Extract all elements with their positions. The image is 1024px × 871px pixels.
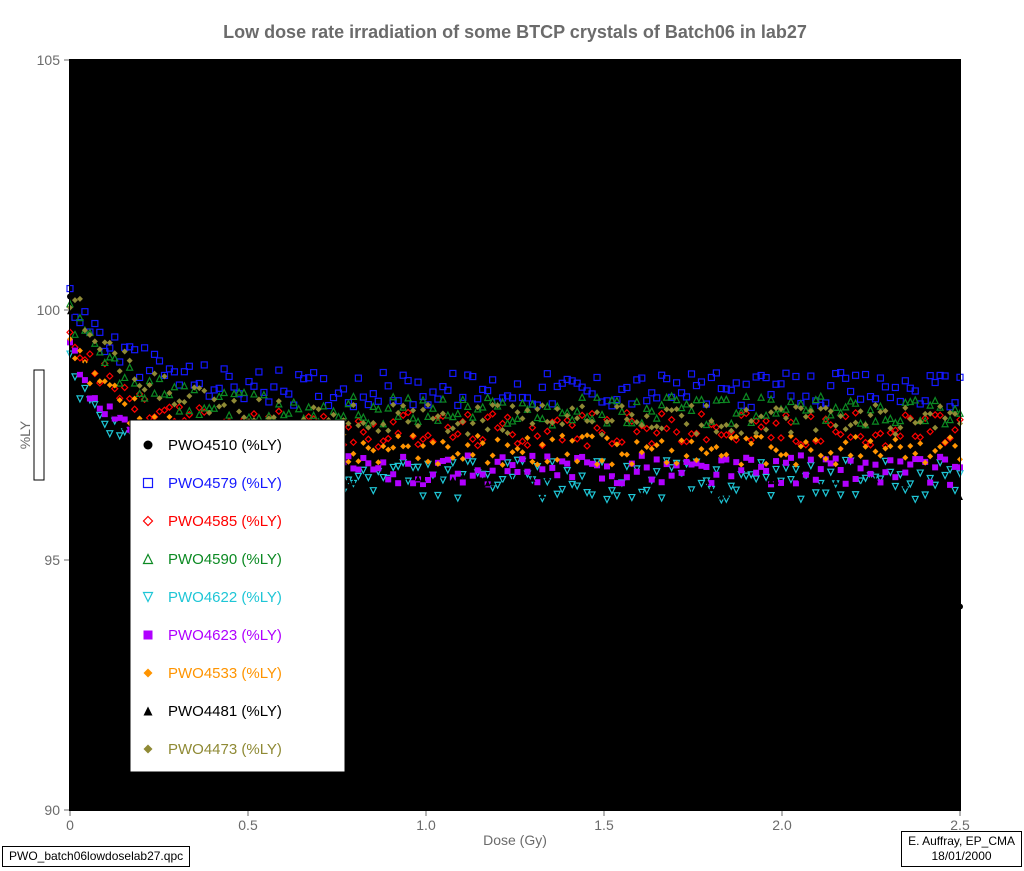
legend-item-label: PWO4473 (%LY) (168, 741, 282, 758)
chart-svg: Low dose rate irradiation of some BTCP c… (0, 0, 1024, 871)
x-tick-label: 1.5 (594, 817, 614, 833)
footer-file-label: PWO_batch06lowdoselab27.qpc (2, 846, 190, 867)
x-tick-label: 0.5 (238, 817, 258, 833)
legend-item-label: PWO4481 (%LY) (168, 703, 282, 720)
chart-title: Low dose rate irradiation of some BTCP c… (223, 22, 807, 42)
legend: PWO4510 (%LY) PWO4579 (%LY) PWO4585 (%LY) P… (130, 420, 345, 772)
x-axis-label: Dose (Gy) (483, 832, 547, 848)
y-axis-artifact (34, 370, 44, 480)
legend-item-label: PWO4623 (%LY) (168, 627, 282, 644)
x-tick-label: 2.0 (772, 817, 792, 833)
y-tick-label: 95 (44, 552, 60, 568)
legend-item-label: PWO4579 (%LY) (168, 475, 282, 492)
y-tick-label: 105 (37, 52, 61, 68)
footer-credit-name: E. Auffray, EP_CMA (908, 834, 1015, 849)
legend-item-label: PWO4533 (%LY) (168, 665, 282, 682)
legend-item-label: PWO4585 (%LY) (168, 513, 282, 530)
legend-item-label: PWO4622 (%LY) (168, 589, 282, 606)
y-tick-label: 90 (44, 802, 60, 818)
footer-credit-date: 18/01/2000 (908, 849, 1015, 864)
legend-item-label: PWO4590 (%LY) (168, 551, 282, 568)
footer-credit: E. Auffray, EP_CMA 18/01/2000 (901, 831, 1022, 867)
x-tick-label: 1.0 (416, 817, 436, 833)
y-tick-label: 100 (37, 302, 61, 318)
y-axis-label: %LY (17, 420, 33, 449)
x-tick-label: 0 (66, 817, 74, 833)
chart-figure: Low dose rate irradiation of some BTCP c… (0, 0, 1024, 871)
legend-item-label: PWO4510 (%LY) (168, 437, 282, 454)
